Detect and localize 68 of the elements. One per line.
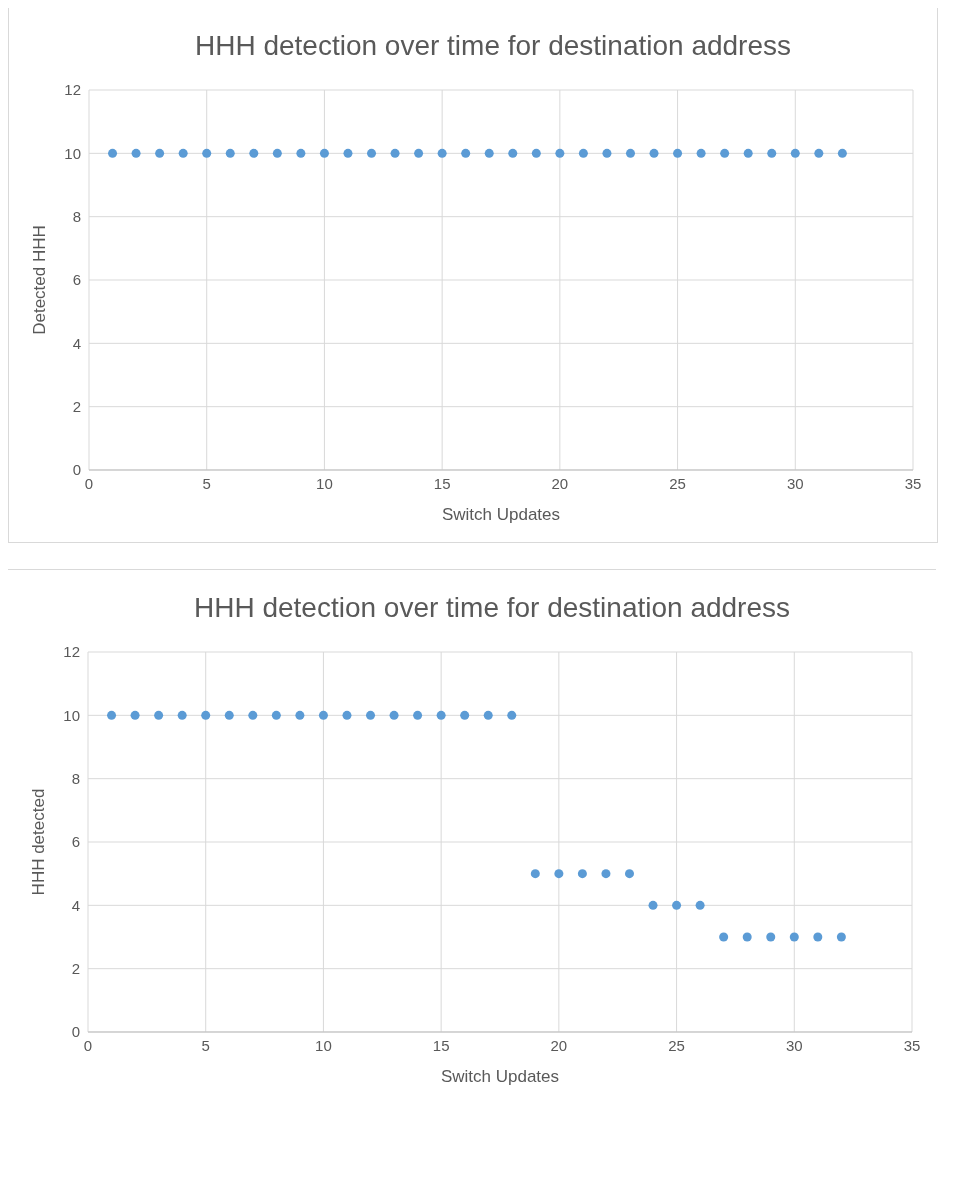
x-tick-label: 15	[433, 474, 451, 492]
y-tick-label: 2	[71, 959, 80, 977]
point	[130, 710, 140, 720]
x-tick-label: 30	[785, 1036, 803, 1054]
y-tick-label: 4	[71, 896, 80, 914]
point	[436, 710, 446, 720]
x-tick-label: 10	[315, 1036, 332, 1054]
point	[554, 869, 564, 879]
point	[177, 710, 187, 720]
point	[648, 900, 658, 910]
point	[766, 932, 776, 942]
point	[836, 932, 846, 942]
chart-title: HHH detection over time for destination address	[193, 30, 793, 62]
x-tick-label: 20	[550, 1036, 568, 1054]
point	[577, 869, 587, 879]
point	[507, 710, 517, 720]
y-tick-label: 10	[64, 144, 81, 162]
point	[224, 710, 234, 720]
x-tick-label: 15	[432, 1036, 450, 1054]
point	[154, 710, 164, 720]
y-axis-title: HHH detected	[29, 788, 49, 896]
x-axis-title: Switch Updates	[440, 1067, 560, 1086]
point	[530, 869, 540, 879]
y-tick-label: 2	[72, 397, 81, 415]
point	[271, 710, 281, 720]
point	[366, 710, 376, 720]
point	[789, 932, 799, 942]
y-tick-label: 10	[63, 706, 80, 724]
point	[248, 710, 258, 720]
point	[483, 710, 493, 720]
point	[318, 710, 328, 720]
point	[413, 710, 423, 720]
point	[742, 932, 752, 942]
y-tick-label: 12	[63, 643, 80, 661]
y-tick-label: 6	[71, 833, 80, 851]
y-tick-label: 8	[71, 769, 80, 787]
point	[460, 710, 470, 720]
x-tick-label: 35	[904, 474, 922, 492]
point	[201, 710, 211, 720]
point	[719, 932, 729, 942]
x-tick-label: 25	[668, 1036, 685, 1054]
x-tick-label: 0	[84, 474, 94, 492]
point	[813, 932, 823, 942]
point	[624, 869, 634, 879]
x-tick-label: 30	[786, 474, 804, 492]
y-tick-label: 6	[72, 271, 81, 289]
point	[342, 710, 352, 720]
point	[389, 710, 399, 720]
y-tick-label: 0	[71, 1023, 80, 1041]
chart-title: HHH detection over time for destination address	[192, 592, 792, 624]
x-tick-label: 0	[83, 1036, 93, 1054]
x-tick-label: 10	[316, 474, 333, 492]
y-axis-title: Detected HHH	[30, 225, 50, 335]
x-tick-label: 20	[551, 474, 569, 492]
y-tick-label: 12	[64, 81, 81, 99]
point	[672, 900, 682, 910]
x-tick-label: 5	[201, 1036, 210, 1054]
x-tick-label: 5	[202, 474, 211, 492]
point	[695, 900, 705, 910]
x-tick-label: 25	[669, 474, 686, 492]
y-tick-label: 4	[72, 334, 81, 352]
point	[107, 710, 117, 720]
y-tick-label: 8	[72, 207, 81, 225]
y-tick-label: 0	[72, 461, 81, 479]
point	[295, 710, 305, 720]
point	[601, 869, 611, 879]
x-tick-label: 35	[903, 1036, 921, 1054]
x-axis-title: Switch Updates	[441, 505, 561, 524]
